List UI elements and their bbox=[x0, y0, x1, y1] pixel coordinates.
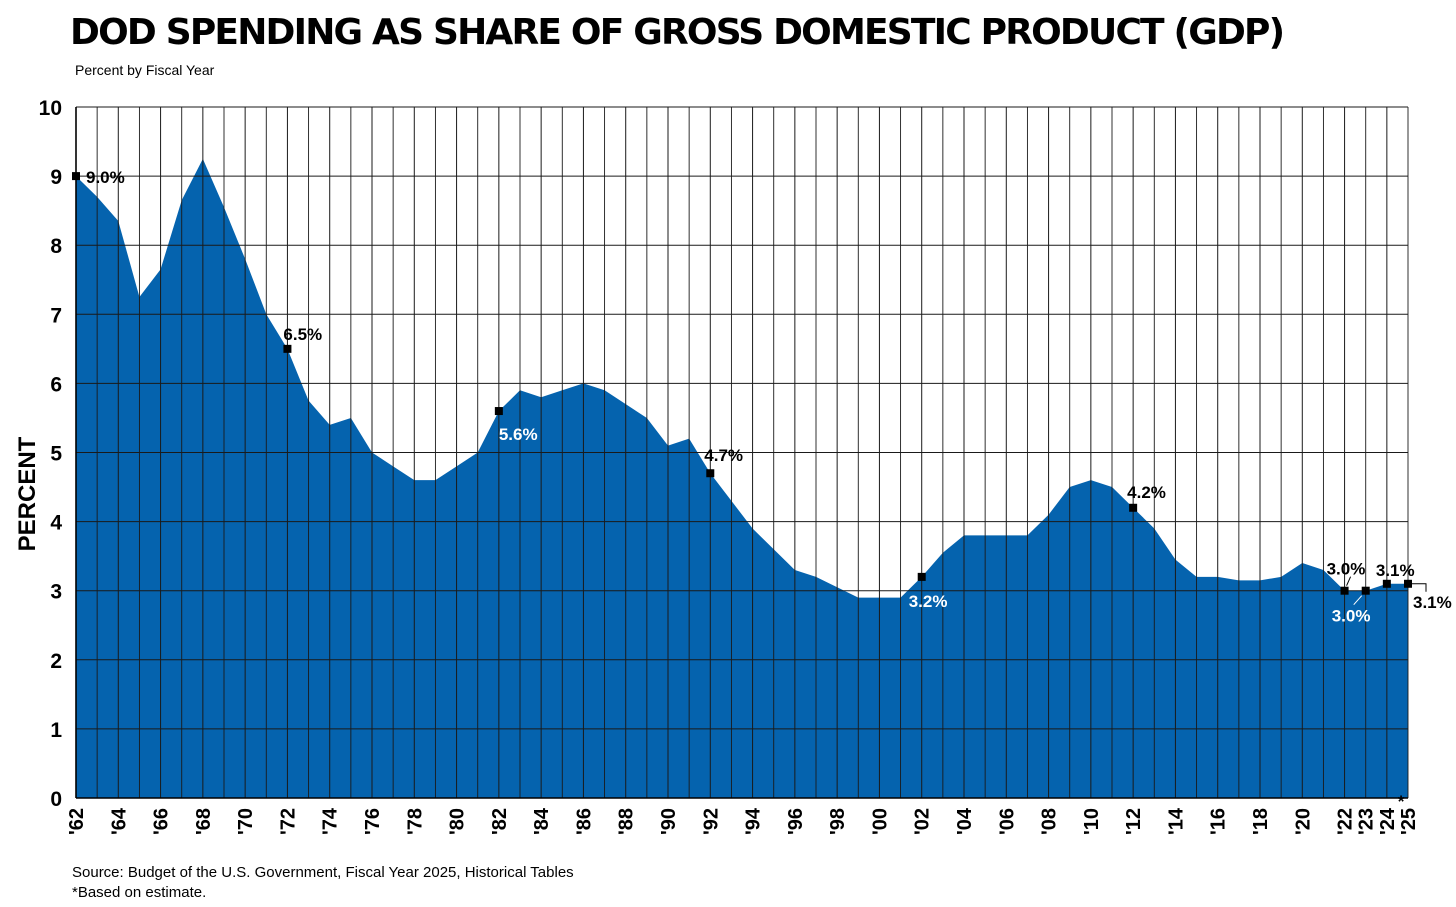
annotation-marker bbox=[1361, 586, 1370, 595]
y-tick-label: 5 bbox=[50, 443, 62, 466]
x-tick-label: '88 bbox=[616, 808, 638, 835]
chart-subtitle: Percent by Fiscal Year bbox=[75, 62, 215, 78]
annotation-label: 3.0% bbox=[1332, 607, 1371, 626]
chart-title: DOD SPENDING AS SHARE OF GROSS DOMESTIC … bbox=[70, 12, 1285, 53]
y-tick-label: 3 bbox=[50, 581, 62, 604]
x-tick-label: '76 bbox=[362, 808, 384, 835]
annotation-label: 4.7% bbox=[704, 446, 743, 465]
x-tick-label: '82 bbox=[489, 808, 511, 835]
annotation-label: 3.1% bbox=[1413, 593, 1452, 612]
x-tick-label: '12 bbox=[1123, 808, 1145, 835]
source-note: Source: Budget of the U.S. Government, F… bbox=[72, 864, 574, 881]
annotation-marker bbox=[283, 344, 292, 353]
x-tick-label: '70 bbox=[235, 808, 257, 835]
x-tick-label: '22 bbox=[1335, 808, 1357, 835]
y-tick-label: 0 bbox=[50, 788, 62, 811]
x-tick-label: '64 bbox=[108, 807, 130, 835]
chart-footer: Source: Budget of the U.S. Government, F… bbox=[72, 863, 574, 903]
x-tick-label: '24 bbox=[1377, 807, 1399, 835]
x-tick-label: '23 bbox=[1356, 808, 1378, 835]
x-tick-label: '14 bbox=[1165, 807, 1187, 835]
y-tick-label: 8 bbox=[50, 235, 62, 258]
y-tick-label: 10 bbox=[39, 97, 62, 120]
grid-lines bbox=[75, 106, 1409, 799]
x-tick-label: '16 bbox=[1208, 808, 1230, 835]
annotation-leader bbox=[1353, 595, 1363, 606]
x-tick-label: '84 bbox=[531, 807, 553, 835]
y-tick-label: 6 bbox=[50, 373, 62, 396]
y-tick-label: 7 bbox=[50, 304, 62, 327]
annotation-marker bbox=[72, 172, 80, 181]
x-tick-label: '25 bbox=[1398, 808, 1420, 835]
x-tick-label: '04 bbox=[954, 807, 976, 835]
x-tick-label: '98 bbox=[827, 808, 849, 835]
x-tick-label: '96 bbox=[785, 808, 807, 835]
annotation-label: 5.6% bbox=[499, 425, 538, 444]
x-tick-label: '18 bbox=[1250, 808, 1272, 835]
x-tick-label: '02 bbox=[912, 808, 934, 835]
x-tick-label: '92 bbox=[700, 808, 722, 835]
x-tick-label: '00 bbox=[869, 808, 891, 835]
annotation-marker bbox=[706, 469, 715, 478]
x-tick-label: '78 bbox=[404, 808, 426, 835]
area-fill bbox=[76, 158, 1408, 798]
annotation-marker bbox=[1382, 579, 1391, 588]
annotation-label: 3.2% bbox=[909, 592, 948, 611]
annotation-marker bbox=[1340, 586, 1349, 595]
annotation-leader bbox=[1346, 576, 1352, 586]
estimate-asterisk: * bbox=[1398, 792, 1405, 811]
x-tick-label: '08 bbox=[1039, 808, 1061, 835]
y-tick-label: 2 bbox=[50, 650, 62, 673]
estimate-note: *Based on estimate. bbox=[72, 884, 207, 901]
x-tick-label: '72 bbox=[277, 808, 299, 835]
annotation-label: 6.5% bbox=[283, 325, 322, 344]
x-axis-ticks: '62 '64 '66 '68 '70 '72 '74 '76 '78 '80 '82 '84 '86 '… bbox=[66, 807, 1420, 835]
x-tick-label: '06 bbox=[996, 808, 1018, 835]
x-tick-label: '86 bbox=[573, 808, 595, 835]
y-axis-ticks: 0 1 2 3 4 5 6 7 8 9 10 bbox=[39, 97, 63, 811]
annotation-marker bbox=[917, 572, 926, 581]
annotations: 9.0% 6.5% 5.6% 4.7% 3.2% 4.2% 3.0% 3.0% 3.1% 3.1% bbox=[72, 168, 1452, 626]
x-tick-label: '20 bbox=[1292, 808, 1314, 835]
annotation-label: 3.1% bbox=[1376, 561, 1415, 580]
annotation-marker bbox=[1129, 503, 1138, 512]
y-axis-label: PERCENT bbox=[14, 436, 41, 551]
y-tick-label: 9 bbox=[50, 166, 62, 189]
x-tick-label: '94 bbox=[743, 807, 765, 835]
x-tick-label: '80 bbox=[447, 808, 469, 835]
annotation-label: 3.0% bbox=[1327, 560, 1366, 579]
y-tick-label: 4 bbox=[50, 512, 62, 535]
x-tick-label: '66 bbox=[151, 808, 173, 835]
x-tick-label: '68 bbox=[193, 808, 215, 835]
annotation-label: 9.0% bbox=[86, 168, 125, 187]
x-tick-label: '62 bbox=[66, 808, 88, 835]
x-tick-label: '74 bbox=[320, 807, 342, 835]
x-tick-label: '90 bbox=[658, 808, 680, 835]
annotation-marker bbox=[494, 407, 503, 416]
area-series bbox=[76, 158, 1408, 798]
annotation-label: 4.2% bbox=[1127, 483, 1166, 502]
y-tick-label: 1 bbox=[50, 719, 62, 742]
annotation-leader bbox=[1408, 583, 1427, 592]
x-tick-label: '10 bbox=[1081, 808, 1103, 835]
